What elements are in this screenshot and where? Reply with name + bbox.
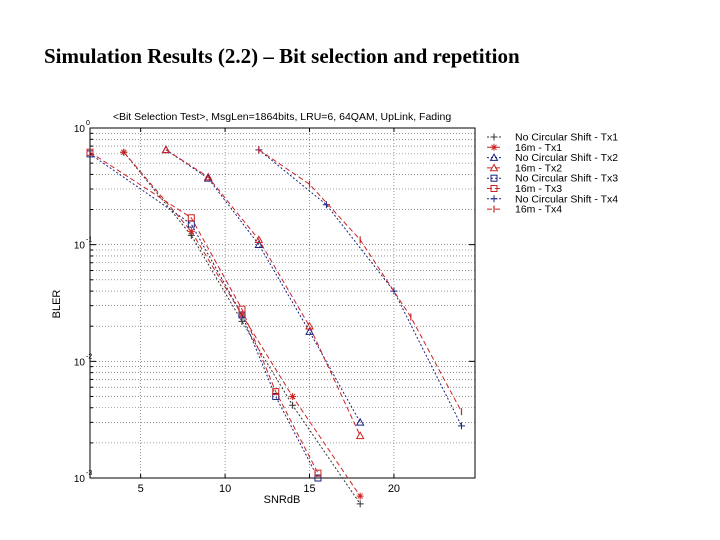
triangle-marker <box>254 240 264 248</box>
series-3 <box>161 145 365 426</box>
square-marker <box>314 469 322 477</box>
x-tick-label: 10 <box>219 483 231 495</box>
square-marker <box>272 388 280 396</box>
triangle-marker <box>305 321 314 330</box>
legend-entry-5: No Circular Shift - Tx3 <box>487 173 618 185</box>
series-4 <box>161 145 365 440</box>
series-5 <box>86 150 322 482</box>
square-marker <box>187 220 195 228</box>
triangle-marker <box>203 172 213 181</box>
triangle-marker <box>254 235 264 244</box>
legend-entry-7: No Circular Shift - Tx4 <box>487 193 618 205</box>
legend-label: No Circular Shift - Tx1 <box>515 132 618 144</box>
triangle-marker <box>161 145 171 154</box>
series-1 <box>120 148 364 508</box>
legend-label: No Circular Shift - Tx3 <box>515 173 618 185</box>
square-marker <box>490 185 498 192</box>
series-line <box>123 151 361 505</box>
legend-entry-2: 16m - Tx1 <box>487 142 562 154</box>
series-2 <box>120 148 364 500</box>
legend-label: 16m - Tx3 <box>515 183 562 195</box>
chart-title: <Bit Selection Test>, MsgLen=1864bits, L… <box>113 111 451 123</box>
legend-entry-6: 16m - Tx3 <box>487 183 562 195</box>
slide-title: Simulation Results (2.2) – Bit selection… <box>44 44 520 68</box>
y-tick-exponent: -1 <box>86 237 92 244</box>
star-marker <box>490 143 498 151</box>
plot-frame <box>89 127 476 479</box>
y-tick-exponent: -3 <box>86 470 92 477</box>
legend-label: No Circular Shift - Tx4 <box>515 193 618 205</box>
square-marker <box>238 305 246 313</box>
x-tick-label: 5 <box>138 483 144 495</box>
y-tick-label: 10 <box>74 124 86 135</box>
square-marker <box>490 174 498 182</box>
square-marker <box>272 392 280 400</box>
x-axis-label: SNRdB <box>264 494 301 506</box>
plus-marker <box>490 133 498 141</box>
legend-entry-4: 16m - Tx2 <box>487 162 562 174</box>
y-axis-label: BLER <box>51 290 63 319</box>
grid-layer <box>90 128 475 478</box>
plus-marker <box>238 317 246 325</box>
series-8 <box>258 146 463 416</box>
legend-entry-8: 16m - Tx4 <box>487 204 562 216</box>
legend-label: 16m - Tx2 <box>515 162 562 174</box>
series-line <box>89 153 319 479</box>
y-tick-exponent: -2 <box>86 353 92 360</box>
square-marker <box>86 148 94 156</box>
series-line <box>258 149 462 427</box>
triangle-marker <box>355 417 365 426</box>
y-tick-label: 10 <box>74 357 86 368</box>
series-layer <box>86 145 465 508</box>
star-marker <box>238 311 246 319</box>
series-line <box>165 149 361 423</box>
plus-marker <box>289 401 297 409</box>
plus-marker <box>457 422 465 430</box>
legend-entry-1: No Circular Shift - Tx1 <box>487 132 618 144</box>
series-line <box>89 151 319 474</box>
plus-marker <box>490 195 498 203</box>
legend-entry-3: No Circular Shift - Tx2 <box>487 152 618 164</box>
triangle-marker <box>489 163 499 172</box>
star-marker <box>187 227 195 235</box>
plus-marker <box>390 287 398 295</box>
star-marker <box>289 392 297 400</box>
y-tick-label: 10 <box>74 241 86 252</box>
legend-label: 16m - Tx4 <box>515 204 562 216</box>
legend-label: 16m - Tx1 <box>515 142 562 154</box>
star-marker <box>356 492 364 500</box>
series-6 <box>86 148 322 477</box>
series-line <box>165 149 361 437</box>
legend-label: No Circular Shift - Tx2 <box>515 152 618 164</box>
square-marker <box>314 474 322 482</box>
y-tick-exponent: 0 <box>86 120 90 127</box>
star-marker <box>120 148 128 156</box>
x-tick-label: 20 <box>388 483 400 495</box>
triangle-marker <box>355 431 365 440</box>
square-marker <box>187 214 195 222</box>
y-tick-label: 10 <box>74 474 86 485</box>
triangle-marker <box>203 173 213 182</box>
plus-marker <box>356 500 364 508</box>
triangle-marker <box>489 153 499 161</box>
x-tick-label: 15 <box>303 483 315 495</box>
